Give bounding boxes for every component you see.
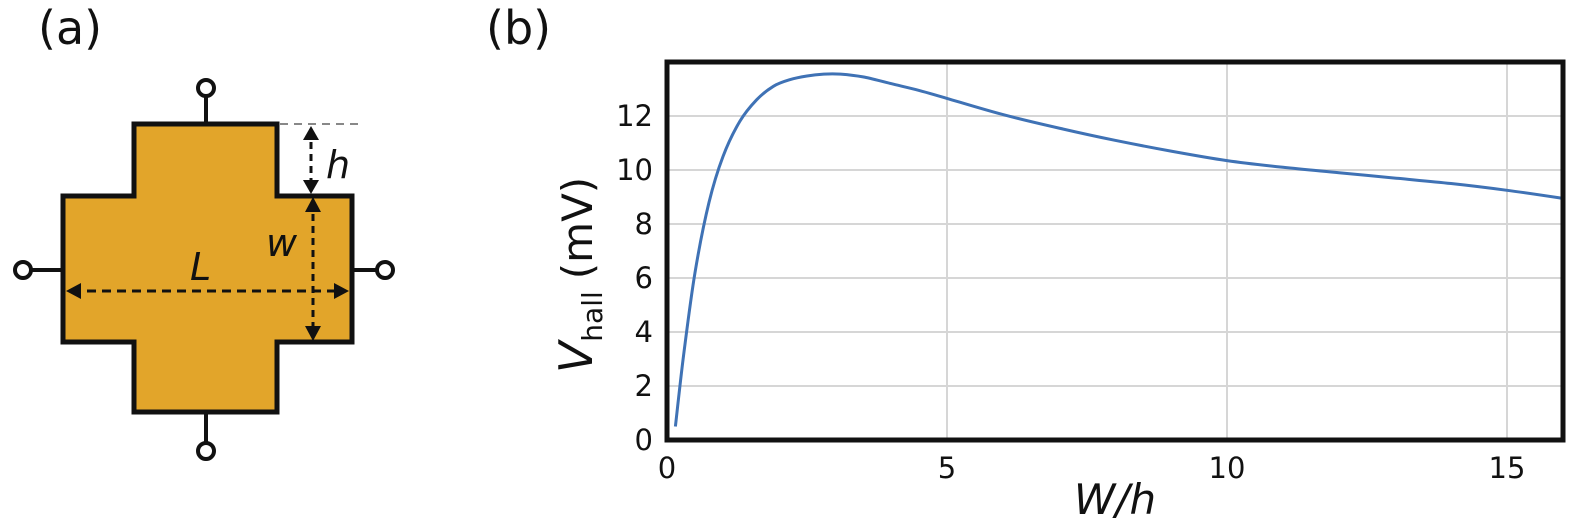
- terminals: [13, 78, 395, 461]
- y-axis-title: Vhall (mV): [549, 177, 609, 373]
- y-tick-label: 4: [635, 315, 653, 349]
- panel-a-label: (a): [38, 1, 102, 55]
- y-axis-symbol: V: [549, 338, 603, 373]
- left-terminal-icon: [13, 260, 33, 280]
- y-tick-label: 8: [635, 207, 653, 241]
- tick-labels: 0 5 10 15 0 2 4 6 8 10 12: [616, 99, 1525, 485]
- y-axis-unit: (mV): [553, 177, 602, 279]
- panel-b-label: (b): [486, 1, 551, 55]
- w-label: w: [266, 221, 298, 265]
- y-tick-label: 10: [616, 153, 653, 187]
- y-axis-subscript: hall: [576, 291, 609, 341]
- L-arrow-right-icon: [334, 283, 349, 299]
- panel-a: (a) h w L: [13, 1, 395, 461]
- h-arrow-up-icon: [303, 126, 319, 140]
- panel-b: (b) 0 5 10 15 0 2 4 6 8 10 12 Vhall (mV) W/h: [486, 1, 1566, 524]
- h-label: h: [326, 143, 350, 187]
- y-tick-label: 12: [616, 99, 653, 133]
- x-tick-label: 10: [1209, 451, 1246, 485]
- x-tick-label: 0: [658, 451, 676, 485]
- w-arrow-up-icon: [305, 197, 321, 212]
- vhall-curve: [673, 72, 1564, 427]
- h-arrow-down-icon: [303, 180, 319, 194]
- L-arrow-left-icon: [66, 283, 81, 299]
- y-tick-label: 6: [635, 261, 653, 295]
- x-tick-label: 15: [1489, 451, 1526, 485]
- y-tick-label: 2: [635, 369, 653, 403]
- top-terminal-icon: [196, 78, 216, 98]
- w-arrow-down-icon: [305, 326, 321, 341]
- L-label: L: [190, 245, 211, 289]
- right-terminal-icon: [375, 260, 395, 280]
- hall-cross-body: [60, 121, 355, 415]
- y-tick-label: 0: [635, 423, 653, 457]
- plot-frame: [664, 59, 1566, 443]
- x-tick-label: 5: [938, 451, 956, 485]
- chart-grid: [666, 62, 1563, 441]
- svg-text:Vhall(mV): Vhall (mV): [549, 177, 609, 373]
- bottom-terminal-icon: [196, 441, 216, 461]
- x-axis-title: W/h: [1074, 475, 1156, 524]
